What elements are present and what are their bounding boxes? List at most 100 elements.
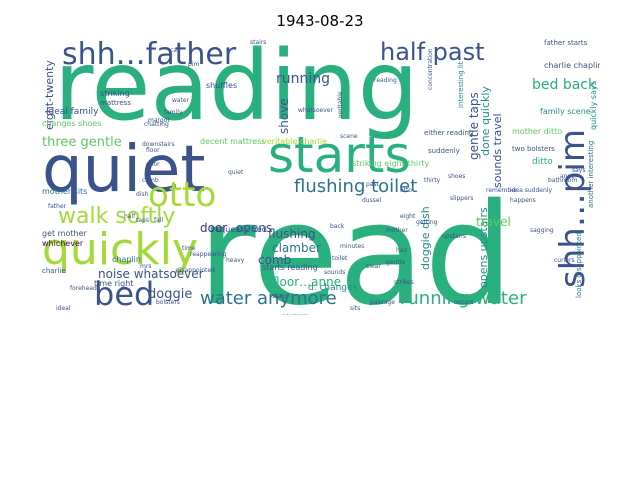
- cloud-word: door: [146, 161, 160, 168]
- cloud-word: opens: [236, 221, 273, 235]
- cloud-word: two bolsters: [512, 145, 555, 153]
- cloud-word: pim: [188, 61, 200, 68]
- cloud-word: chaplin: [112, 255, 141, 264]
- cloud-word: mattress: [100, 99, 131, 107]
- cloud-word: bathroom: [548, 177, 578, 184]
- cloud-word: starts: [268, 126, 411, 184]
- cloud-word: toilet: [332, 255, 348, 262]
- cloud-word: minutes: [340, 243, 365, 250]
- cloud-word: cat: [170, 47, 180, 54]
- cloud-word: occurs: [454, 299, 474, 306]
- cloud-word: read: [198, 174, 514, 316]
- cloud-word: downstairs: [142, 141, 175, 148]
- cloud-word: whatsoever: [298, 107, 333, 114]
- cloud-word: squeaky bed: [216, 225, 267, 234]
- cloud-word: mother sits: [42, 187, 88, 196]
- cloud-word: charlie: [42, 267, 66, 275]
- word-cloud: reading read quiet starts quickly shh…father h…: [40, 38, 600, 315]
- cloud-word: strikes: [394, 279, 414, 286]
- cloud-word: get mother: [42, 229, 87, 238]
- cloud-word: decent mattress: [200, 137, 266, 146]
- cloud-word: fall: [154, 217, 164, 224]
- cloud-word: reading: [374, 77, 397, 84]
- cloud-word: sagging: [530, 227, 554, 234]
- cloud-word: shove: [277, 98, 291, 134]
- cloud-word: looks disappointed: [575, 232, 583, 298]
- cloud-word: otto: [400, 187, 413, 194]
- cloud-word: slippers: [450, 195, 474, 202]
- cloud-word: curlers: [554, 257, 575, 264]
- cloud-word: sounds: [324, 269, 346, 276]
- cloud-word: mother ditto: [512, 127, 563, 136]
- cloud-word: sits: [350, 305, 361, 312]
- cloud-word: floor: [146, 147, 160, 154]
- cloud-word: mother: [386, 227, 408, 234]
- cloud-word: family: [164, 109, 183, 116]
- cloud-word: ditto: [532, 157, 553, 167]
- cloud-word: interesting lit: [457, 61, 465, 108]
- cloud-word: happens: [510, 197, 536, 204]
- cloud-word: chatting: [144, 121, 169, 128]
- cloud-word: running: [276, 71, 331, 87]
- cloud-word: bed: [94, 275, 155, 313]
- cloud-word: bed back: [532, 77, 597, 93]
- cloud-word: mrs: [140, 263, 152, 270]
- cloud-word: concentration: [427, 48, 434, 90]
- cloud-word: quiet: [42, 133, 206, 207]
- cloud-word: reading: [54, 38, 419, 142]
- cloud-word: noise whatsoever: [98, 267, 204, 281]
- cloud-word: charlie chaplin: [544, 61, 600, 70]
- cloud-word: striking eight-thirty: [352, 159, 430, 168]
- cloud-word: otto: [148, 175, 217, 215]
- cloud-word: disappointed: [176, 267, 215, 274]
- cloud-word: bolsters: [156, 299, 180, 306]
- cloud-word: travel: [476, 215, 511, 229]
- cloud-word: half past: [380, 38, 485, 66]
- cloud-word: hair: [396, 247, 408, 254]
- cloud-word: veritable charlie: [262, 137, 327, 146]
- cloud-word: half: [124, 213, 136, 220]
- cloud-word: water anymore: [200, 288, 337, 309]
- cloud-word: shuffles: [206, 81, 238, 90]
- cloud-word: eight: [400, 213, 416, 220]
- cloud-word: back: [330, 223, 345, 230]
- cloud-word: either reading: [424, 129, 474, 137]
- cloud-word: walk softly: [58, 204, 176, 229]
- cloud-word: idea suddenly: [510, 187, 553, 194]
- cloud-word: shh…father: [62, 38, 237, 72]
- cloud-word: shoes: [448, 173, 466, 180]
- cloud-word: getting: [416, 219, 438, 226]
- cloud-word: striking: [100, 89, 130, 98]
- cloud-word: water: [172, 97, 190, 104]
- cloud-word: starts reading: [262, 263, 318, 272]
- cloud-word: stand: [272, 293, 289, 300]
- cloud-word: three gentle: [42, 135, 122, 150]
- cloud-word: father starts: [544, 39, 588, 47]
- cloud-word: doggie dish: [419, 206, 432, 270]
- cloud-word: taps: [136, 217, 149, 224]
- chart-title: 1943-08-23: [276, 12, 364, 30]
- cloud-word: says: [572, 167, 586, 174]
- cloud-word: time: [182, 245, 196, 252]
- cloud-word: stairs: [250, 39, 267, 46]
- cloud-word: doggie: [148, 287, 193, 302]
- cloud-word: quickly says: [589, 81, 598, 130]
- cloud-word: whichever: [42, 239, 84, 248]
- cloud-word: ideal: [56, 305, 71, 312]
- cloud-word: shh…pim: [553, 129, 593, 288]
- cloud-word: changes shoes: [42, 119, 102, 128]
- cloud-word: thirty: [424, 177, 441, 184]
- cloud-word: dish: [136, 191, 149, 198]
- cloud-word: reappearing: [190, 251, 227, 258]
- cloud-word: forehead: [70, 285, 97, 292]
- cloud-word: past: [366, 181, 379, 188]
- cloud-word: clamber: [272, 241, 321, 255]
- cloud-word: gentle: [386, 259, 406, 266]
- cloud-word: d. changes: [308, 283, 358, 293]
- cloud-word: family scene: [540, 107, 591, 116]
- cloud-word: anymore: [282, 314, 309, 316]
- cloud-word: heavy: [226, 257, 245, 264]
- cloud-word: running water: [400, 288, 527, 309]
- cloud-word: clear: [366, 263, 381, 270]
- cloud-word: margot: [148, 117, 170, 124]
